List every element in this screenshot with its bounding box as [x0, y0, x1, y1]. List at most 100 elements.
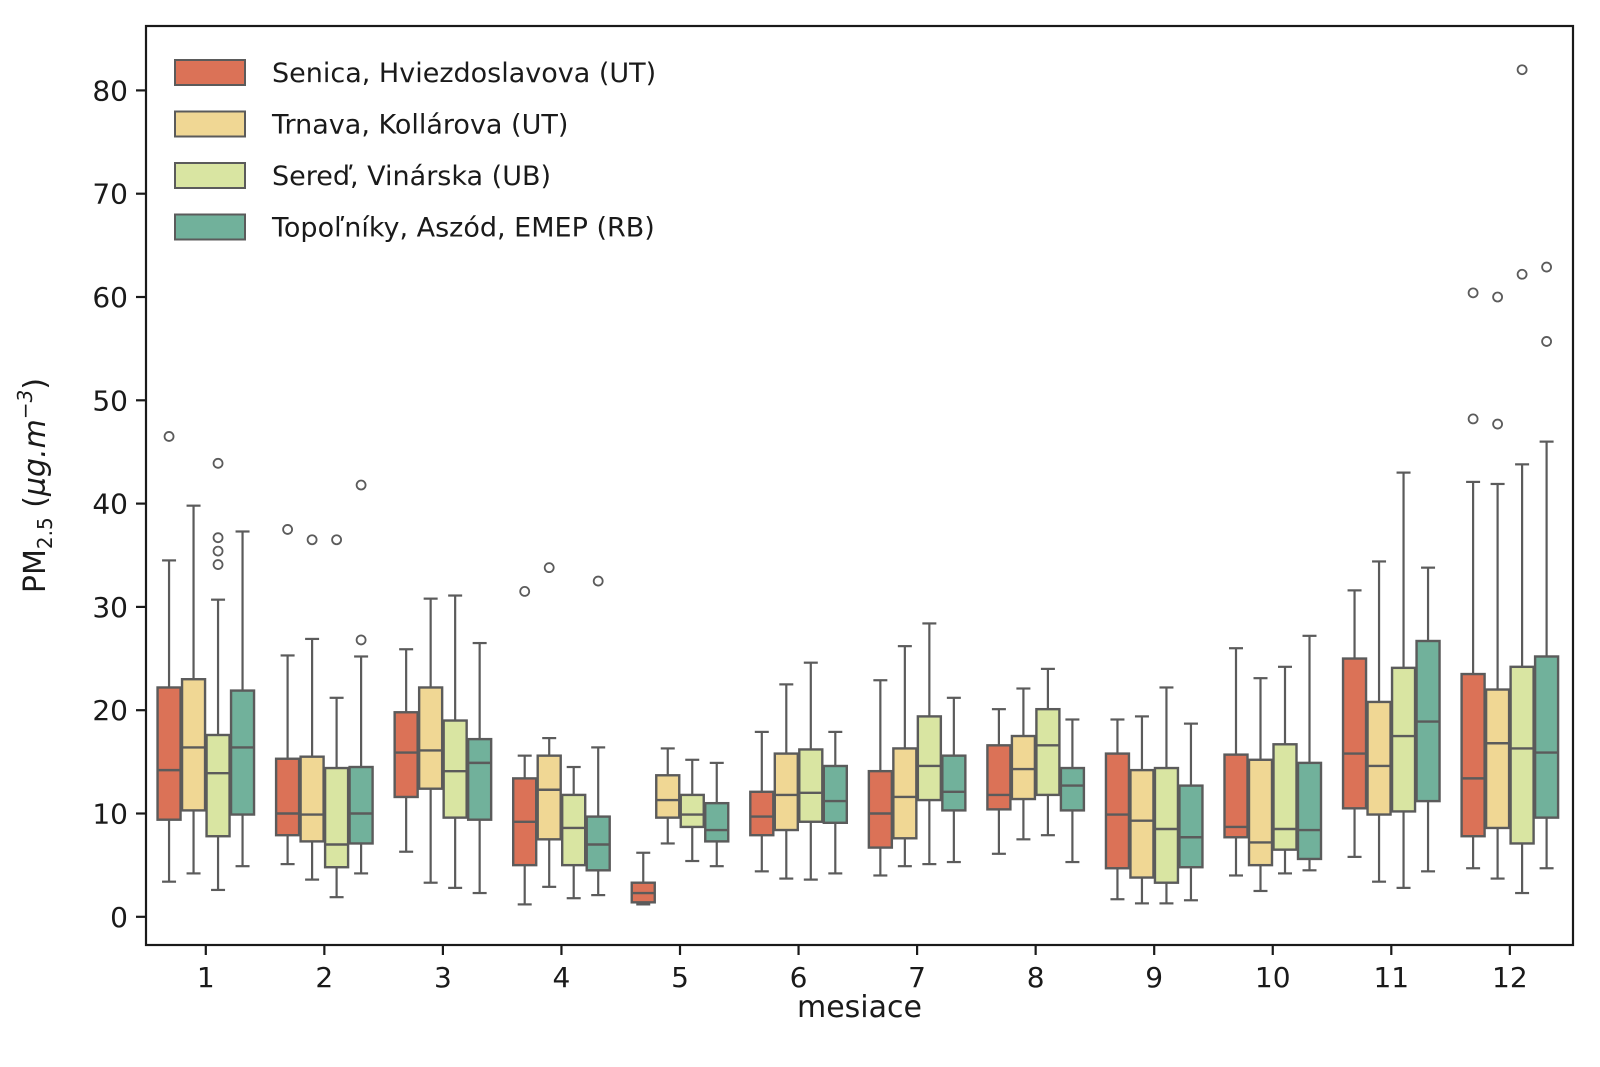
- box-rect: [1296, 761, 1323, 861]
- x-tick-label: 1: [197, 961, 215, 994]
- y-tick-label: 70: [92, 178, 128, 211]
- box-rect: [561, 793, 587, 867]
- box-trnava-month-6: [773, 683, 799, 880]
- box-rect: [1390, 666, 1417, 813]
- box-rect: [1272, 743, 1298, 851]
- outlier-point: [1516, 64, 1528, 76]
- box-rect: [229, 689, 256, 816]
- x-tick-label: 8: [1027, 961, 1045, 994]
- y-tick-label: 20: [92, 694, 128, 727]
- x-tick-label: 5: [671, 961, 689, 994]
- box-sered-month-8: [1035, 667, 1061, 837]
- box-sered-month-7: [916, 622, 943, 866]
- box-topolniky-month-8: [1059, 718, 1086, 864]
- box-topolniky-month-9: [1178, 722, 1204, 902]
- box-rect: [1153, 766, 1180, 884]
- outlier-point: [306, 534, 318, 546]
- box-rect: [1247, 758, 1274, 867]
- outlier-point: [543, 562, 555, 574]
- plot-frame: [144, 24, 1575, 947]
- legend-label-sered: Sereď, Vinárska (UB): [272, 161, 551, 192]
- x-axis: 1 2 3 4 5 6 7 8 9 10 11 12: [197, 945, 1528, 994]
- box-rect: [1010, 734, 1037, 801]
- box-topolniky-month-10: [1296, 634, 1323, 872]
- box-senica-month-9: [1104, 718, 1131, 901]
- legend-item-sered: Sereď, Vinárska (UB): [174, 161, 551, 192]
- box-rect: [536, 754, 562, 841]
- x-tick-label: 3: [434, 961, 452, 994]
- boxplot-groups: [156, 64, 1560, 906]
- outlier-point: [212, 457, 224, 469]
- y-tick-label: 80: [92, 74, 128, 107]
- box-rect: [1129, 768, 1155, 879]
- box-rect: [1059, 766, 1086, 812]
- box-senica-month-8: [986, 708, 1012, 855]
- outlier-point: [1492, 291, 1503, 303]
- x-tick-label: 2: [315, 961, 333, 994]
- x-tick-label: 11: [1373, 961, 1409, 994]
- outlier-point: [212, 559, 224, 570]
- box-topolniky-month-2: [348, 479, 374, 875]
- box-trnava-month-5: [655, 747, 681, 845]
- box-senica-month-12: [1460, 287, 1486, 870]
- outlier-point: [1467, 287, 1479, 299]
- box-sered-month-4: [561, 765, 587, 900]
- outlier-point: [1492, 418, 1503, 430]
- legend-label-topolniky: Topoľníky, Aszód, EMEP (RB): [271, 213, 655, 244]
- box-rect: [679, 793, 705, 829]
- series-senica: [156, 287, 1486, 906]
- box-rect: [892, 747, 918, 840]
- box-senica-month-5: [630, 851, 656, 906]
- box-rect: [156, 686, 182, 821]
- legend-swatch-sered: [174, 162, 246, 189]
- y-tick-label: 10: [92, 798, 128, 831]
- outlier-point: [163, 431, 175, 442]
- box-sered-month-12: [1509, 64, 1535, 895]
- box-rect: [1533, 655, 1560, 819]
- box-trnava-month-7: [892, 645, 918, 868]
- box-senica-month-1: [156, 431, 182, 883]
- box-trnava-month-4: [536, 562, 562, 888]
- box-trnava-month-8: [1010, 687, 1037, 841]
- box-rect: [442, 719, 468, 819]
- outlier-point: [212, 545, 224, 557]
- box-rect: [1509, 665, 1535, 845]
- x-tick-label: 10: [1255, 961, 1291, 994]
- box-trnava-month-2: [299, 534, 325, 881]
- box-senica-month-6: [749, 730, 775, 873]
- outlier-point: [592, 575, 604, 587]
- box-rect: [867, 769, 894, 849]
- box-trnava-month-11: [1366, 560, 1392, 883]
- box-rect: [1104, 752, 1131, 870]
- y-axis-title: PM2.5 (µg.m−3): [13, 378, 57, 593]
- box-senica-month-2: [274, 524, 301, 866]
- outlier-point: [1516, 268, 1528, 280]
- box-rect: [323, 766, 350, 869]
- box-senica-month-10: [1223, 647, 1249, 877]
- box-topolniky-month-4: [585, 575, 611, 897]
- legend-item-trnava: Trnava, Kollárova (UT): [174, 110, 568, 141]
- y-tick-label: 30: [92, 591, 128, 624]
- box-topolniky-month-7: [941, 696, 967, 864]
- box-sered-month-6: [798, 661, 824, 881]
- box-sered-month-9: [1153, 686, 1180, 905]
- y-tick-label: 0: [110, 901, 128, 934]
- box-rect: [1223, 753, 1249, 839]
- outlier-point: [331, 534, 343, 546]
- outlier-point: [1541, 261, 1552, 273]
- box-sered-month-10: [1272, 665, 1298, 875]
- box-rect: [1484, 688, 1511, 830]
- box-rect: [916, 715, 943, 802]
- box-rect: [749, 790, 775, 837]
- legend-swatch-trnava: [174, 110, 246, 138]
- box-rect: [941, 754, 967, 812]
- box-topolniky-month-11: [1415, 566, 1441, 873]
- x-axis-title: mesiace: [797, 990, 922, 1025]
- box-sered-month-5: [679, 758, 705, 863]
- outlier-point: [355, 479, 367, 491]
- box-rect: [655, 774, 681, 819]
- series-trnava: [180, 291, 1511, 905]
- box-sered-month-11: [1390, 471, 1417, 889]
